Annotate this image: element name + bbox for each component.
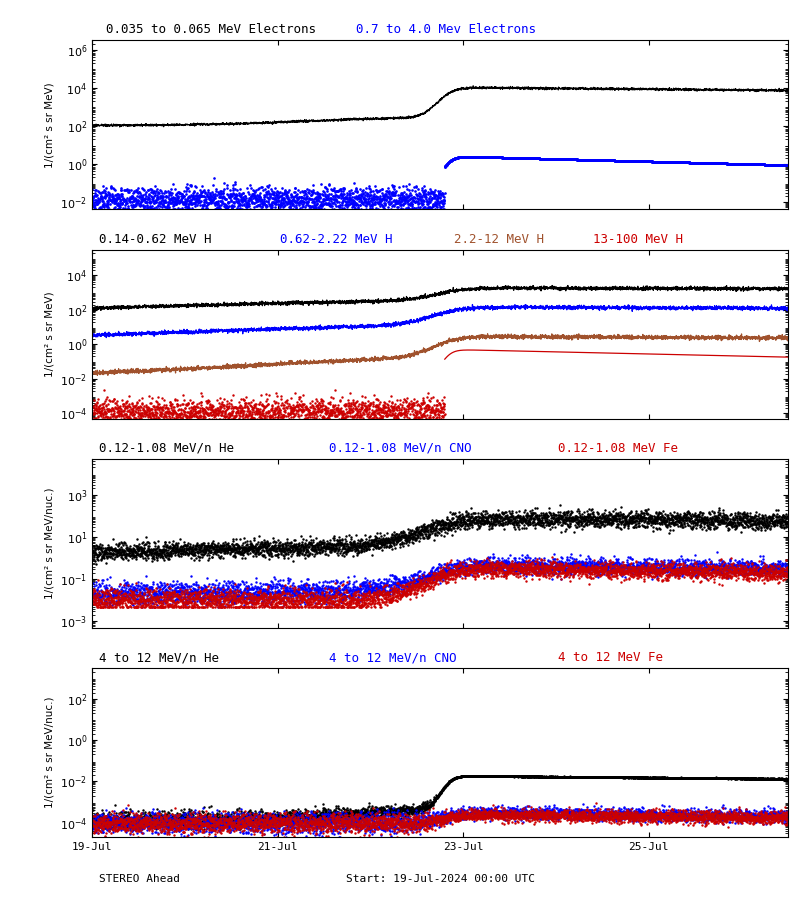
Text: 0.12-1.08 MeV/n CNO: 0.12-1.08 MeV/n CNO [329, 442, 471, 454]
Text: 2.2-12 MeV H: 2.2-12 MeV H [454, 232, 544, 246]
Text: STEREO Ahead: STEREO Ahead [99, 874, 180, 884]
Text: 0.7 to 4.0 Mev Electrons: 0.7 to 4.0 Mev Electrons [357, 23, 537, 36]
Text: 0.12-1.08 MeV Fe: 0.12-1.08 MeV Fe [558, 442, 678, 454]
Y-axis label: 1/(cm² s sr MeV): 1/(cm² s sr MeV) [44, 292, 54, 377]
Text: 0.14-0.62 MeV H: 0.14-0.62 MeV H [99, 232, 211, 246]
Y-axis label: 1/(cm² s sr MeV/nuc.): 1/(cm² s sr MeV/nuc.) [45, 488, 54, 599]
Y-axis label: 1/(cm² s sr MeV): 1/(cm² s sr MeV) [45, 82, 54, 167]
Y-axis label: 1/(cm² s sr MeV/nuc.): 1/(cm² s sr MeV/nuc.) [44, 697, 54, 808]
Text: 0.62-2.22 MeV H: 0.62-2.22 MeV H [280, 232, 393, 246]
Text: 4 to 12 MeV Fe: 4 to 12 MeV Fe [558, 651, 663, 664]
Text: 0.035 to 0.065 MeV Electrons: 0.035 to 0.065 MeV Electrons [106, 23, 316, 36]
Text: 13-100 MeV H: 13-100 MeV H [593, 232, 683, 246]
Text: 0.12-1.08 MeV/n He: 0.12-1.08 MeV/n He [99, 442, 234, 454]
Text: 4 to 12 MeV/n CNO: 4 to 12 MeV/n CNO [329, 651, 456, 664]
Text: 4 to 12 MeV/n He: 4 to 12 MeV/n He [99, 651, 219, 664]
Text: Start: 19-Jul-2024 00:00 UTC: Start: 19-Jul-2024 00:00 UTC [346, 874, 534, 884]
